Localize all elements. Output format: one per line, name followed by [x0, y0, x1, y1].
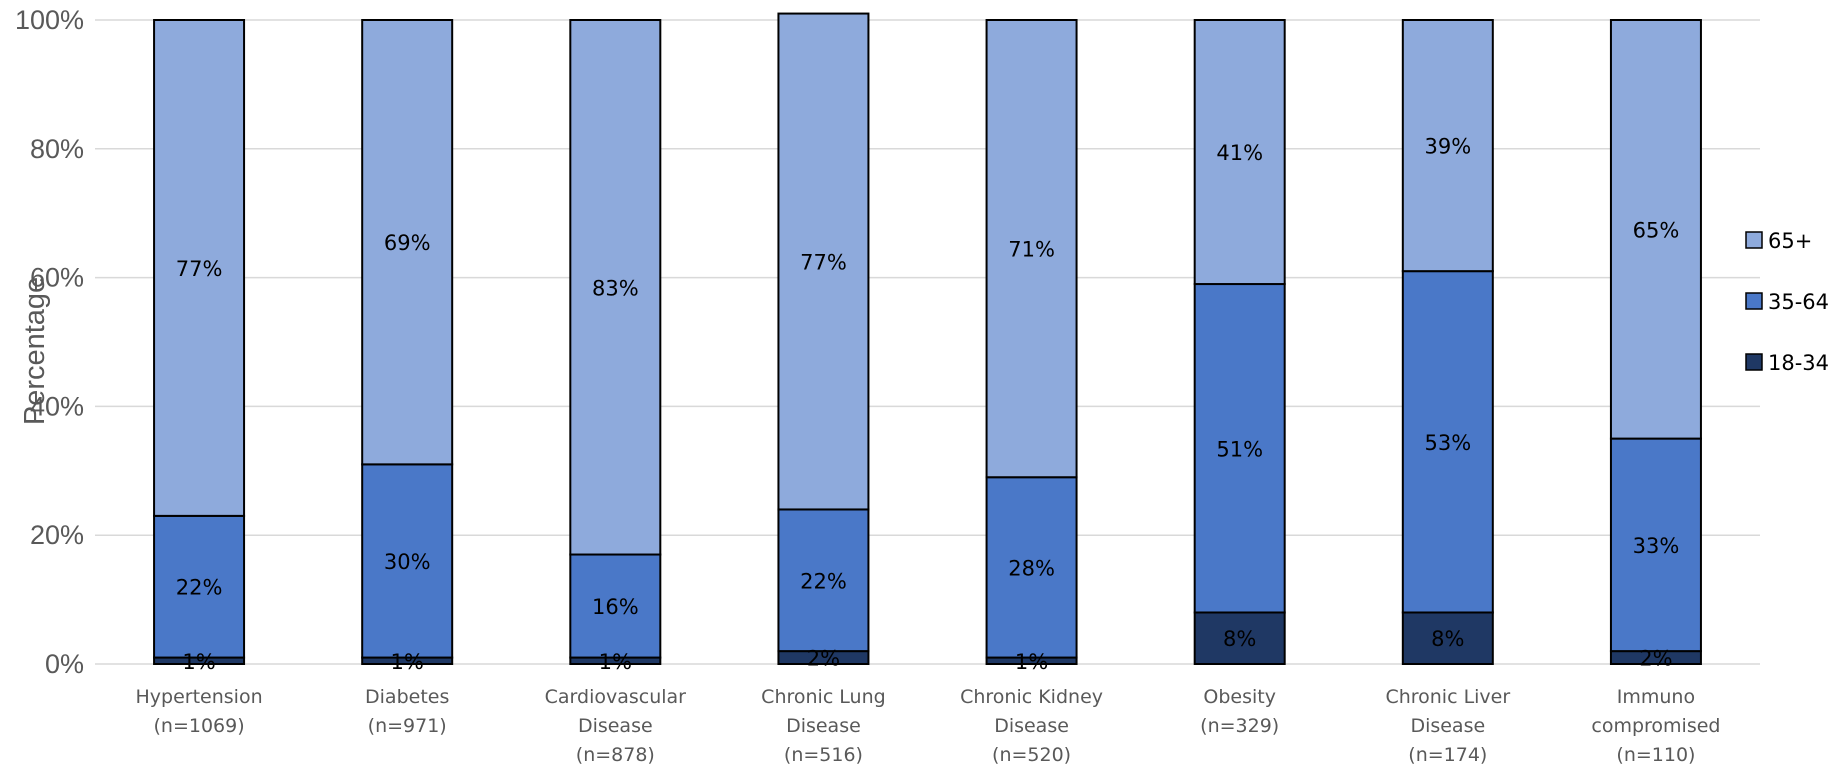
- category-label: Disease: [1410, 715, 1485, 737]
- y-tick-label: 60%: [30, 263, 84, 293]
- legend-label: 35-64: [1768, 290, 1829, 314]
- data-label: 53%: [1424, 431, 1471, 455]
- bar-segment-35-64: [1401, 270, 1494, 614]
- bar-segment-18-34: [1193, 611, 1286, 665]
- data-label: 8%: [1431, 627, 1464, 651]
- category-label: Hypertension: [136, 686, 263, 708]
- bar-segment-65+: [569, 19, 662, 556]
- category-label: (n=516): [784, 744, 863, 766]
- data-label: 28%: [1008, 556, 1055, 580]
- bar-segment-35-64: [569, 553, 662, 659]
- y-tick-label: 40%: [30, 391, 84, 421]
- data-label: 2%: [1639, 647, 1672, 671]
- data-label: 71%: [1008, 238, 1055, 262]
- bar-segment-65+: [1401, 19, 1494, 273]
- x-axis-categories: Hypertension (n=1069) Diabetes (n=971) Cardi…: [136, 686, 1721, 766]
- data-label: 51%: [1216, 437, 1263, 461]
- category-label: (n=971): [368, 715, 447, 737]
- bar-segment-65+: [985, 19, 1078, 479]
- category-label: (n=174): [1408, 744, 1487, 766]
- data-label: 2%: [807, 647, 840, 671]
- bar-segment-35-64: [985, 476, 1078, 659]
- category-label: Chronic Lung: [761, 686, 886, 708]
- legend: 65+ 35-64 18-34: [1745, 229, 1829, 375]
- category-label: compromised: [1591, 715, 1720, 737]
- data-label: 33%: [1633, 534, 1680, 558]
- data-label: 65%: [1633, 218, 1680, 242]
- data-label: 1%: [182, 650, 215, 674]
- y-tick-label: 80%: [30, 134, 84, 164]
- bar-segment-35-64: [1193, 283, 1286, 614]
- legend-label: 18-34: [1768, 351, 1829, 375]
- category-label: Disease: [578, 715, 653, 737]
- bar-segment-65+: [777, 12, 870, 511]
- category-label: (n=110): [1616, 744, 1695, 766]
- category-label: (n=1069): [153, 715, 244, 737]
- data-labels: 1% 22% 77% 1% 30% 69% 1% 16% 83% 2% 22% 77% 1% 28% 71%…: [176, 135, 1680, 674]
- category-label: Disease: [994, 715, 1069, 737]
- bars: [153, 12, 1702, 665]
- category-label: Chronic Kidney: [960, 686, 1103, 708]
- bar-segment-65+: [153, 19, 246, 517]
- legend-label: 65+: [1768, 229, 1812, 253]
- category-label: Immuno: [1617, 686, 1695, 708]
- bar-segment-35-64: [153, 514, 246, 659]
- data-label: 1%: [391, 650, 424, 674]
- bar-segment-35-64: [361, 463, 454, 659]
- y-axis-ticks: 0% 20% 40% 60% 80% 100%: [15, 5, 84, 679]
- bar-segment-65+: [1193, 19, 1286, 286]
- y-axis-title: Percentage: [19, 277, 51, 425]
- data-label: 22%: [800, 569, 847, 593]
- data-label: 16%: [592, 595, 639, 619]
- data-label: 22%: [176, 576, 223, 600]
- data-label: 77%: [800, 251, 847, 275]
- legend-swatch: [1745, 353, 1763, 371]
- category-label: (n=329): [1200, 715, 1279, 737]
- data-label: 77%: [176, 257, 223, 281]
- data-label: 39%: [1424, 135, 1471, 159]
- data-label: 30%: [384, 550, 431, 574]
- category-label: Chronic Liver: [1385, 686, 1510, 708]
- data-label: 1%: [1015, 650, 1048, 674]
- bar-segment-65+: [361, 19, 454, 466]
- data-label: 1%: [599, 650, 632, 674]
- category-label: (n=520): [992, 744, 1071, 766]
- legend-swatch: [1745, 231, 1763, 249]
- legend-swatch: [1745, 292, 1763, 310]
- y-tick-label: 0%: [45, 649, 84, 679]
- bar-segment-35-64: [1609, 437, 1702, 653]
- bar-segment-18-34: [1401, 611, 1494, 665]
- y-tick-label: 20%: [30, 520, 84, 550]
- category-label: (n=878): [576, 744, 655, 766]
- data-label: 83%: [592, 276, 639, 300]
- bar-segment-65+: [1609, 19, 1702, 440]
- category-label: Disease: [786, 715, 861, 737]
- bar-segment-35-64: [777, 508, 870, 653]
- gridlines: [95, 19, 1760, 665]
- data-label: 8%: [1223, 627, 1256, 651]
- y-tick-label: 100%: [15, 5, 84, 35]
- category-label: Cardiovascular: [545, 686, 687, 708]
- data-label: 41%: [1216, 141, 1263, 165]
- data-label: 69%: [384, 231, 431, 255]
- category-label: Diabetes: [365, 686, 449, 708]
- category-label: Obesity: [1203, 686, 1276, 708]
